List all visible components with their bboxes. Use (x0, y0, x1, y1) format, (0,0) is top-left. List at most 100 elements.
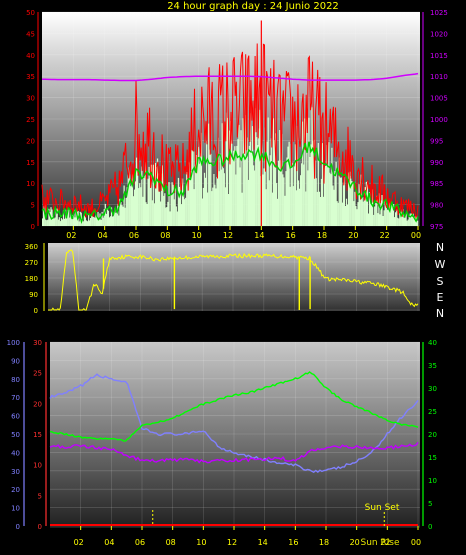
wind-speed-bar (235, 174, 237, 226)
x-tick-label: 06 (129, 231, 139, 240)
wind-speed-bar (106, 208, 109, 226)
y-tick-label-solar: 10 (428, 477, 437, 485)
wind-speed-bar (213, 174, 215, 226)
wind-speed-bar (411, 216, 413, 226)
wind-speed-bar (143, 178, 145, 226)
x-tick-label: 18 (319, 538, 329, 547)
wind-speed-bar (396, 209, 398, 226)
wind-speed-bar (117, 203, 119, 226)
x-tick-label: 14 (254, 231, 264, 240)
y-tick-label-direction: 360 (25, 243, 38, 251)
y-tick-label-humidity: 20 (11, 486, 20, 494)
wind-speed-bar (286, 157, 288, 226)
wind-speed-bar (289, 186, 291, 226)
wind-speed-bar (62, 210, 65, 226)
y-tick-label-pressure: 1000 (430, 116, 448, 124)
x-tick-label: 12 (227, 538, 237, 547)
wind-speed-bar (113, 215, 115, 226)
wind-speed-bars (42, 106, 419, 226)
wind-speed-bar (390, 201, 393, 226)
wind-speed-bar (295, 190, 298, 226)
wind-speed-bar (61, 219, 64, 226)
wind-speed-bar (168, 182, 170, 226)
y-tick-label-solar: 20 (428, 431, 437, 439)
wind-speed-bar (165, 207, 167, 226)
wind-speed-bar (272, 118, 275, 226)
wind-speed-bar (320, 178, 323, 226)
solar-line (49, 371, 419, 442)
wind-speed-bar (215, 188, 217, 226)
wind-speed-bar (376, 195, 378, 226)
x-tick-label: 12 (223, 231, 233, 240)
compass-label-n-top: N (436, 241, 444, 254)
wind-speed-bar (207, 192, 209, 226)
wind-speed-bar (378, 193, 380, 226)
wind-speed-bar (339, 177, 341, 226)
x-tick-label: 00 (411, 538, 421, 547)
wind-speed-bar (412, 213, 415, 226)
y-tick-label-solar: 15 (428, 454, 437, 462)
wind-speed-bar (105, 213, 107, 226)
wind-speed-bar (224, 187, 227, 226)
wind-speed-bar (167, 201, 169, 226)
wind-speed-bar (287, 146, 289, 226)
y-tick-label-pressure: 1015 (430, 52, 448, 60)
direction-panel-line (48, 249, 419, 311)
x-tick-label: 02 (66, 231, 76, 240)
wind-speed-bar (120, 202, 122, 226)
wind-speed-bar (199, 143, 201, 226)
y-tick-label-humidity: 30 (11, 468, 20, 476)
wind-speed-bar (251, 126, 254, 226)
wind-speed-bar (156, 158, 159, 226)
wind-speed-bar (144, 161, 146, 226)
wind-speed-bar (53, 218, 55, 226)
wind-speed-bar (70, 213, 72, 226)
y-tick-label-pressure: 980 (430, 202, 443, 210)
wind-speed-bar (130, 174, 133, 226)
wind-speed-bar (196, 164, 198, 226)
wind-speed-bar (183, 194, 185, 226)
wind-speed-bar (332, 185, 334, 226)
wind-speed-bar (68, 209, 70, 226)
wind-speed-bar (204, 177, 207, 226)
y-tick-label-humidity: 90 (11, 357, 20, 365)
wind-speed-bar (173, 199, 175, 226)
wind-speed-bar (383, 210, 385, 226)
wind-speed-bar (163, 195, 165, 226)
wind-speed-bar (273, 140, 276, 226)
wind-speed-bar (249, 113, 252, 226)
x-tick-label: 16 (286, 231, 296, 240)
wind-speed-bar (333, 189, 335, 226)
wind-speed-bar (330, 174, 332, 226)
x-tick-label: 16 (288, 538, 298, 547)
y-tick-label-pressure: 975 (430, 223, 443, 231)
wind-speed-bar (49, 211, 51, 226)
wind-speed-bar (283, 177, 285, 226)
wind-speed-bar (237, 139, 239, 226)
y-tick-label-temperature: 10 (33, 462, 42, 470)
wind-speed-bar (71, 214, 73, 226)
wind-speed-bar (135, 181, 137, 226)
y-tick-label-solar: 30 (428, 385, 437, 393)
wind-speed-bar (208, 123, 210, 226)
wind-speed-bar (358, 184, 360, 226)
wind-speed-bar (114, 208, 116, 226)
wind-speed-bar (81, 218, 83, 226)
wind-speed-bar (270, 138, 272, 226)
wind-direction-line (48, 249, 419, 311)
y-tick-label-temperature: 15 (33, 431, 42, 439)
wind-speed-bar (186, 172, 188, 226)
wind-speed-bar (338, 157, 340, 226)
wind-speed-bar (292, 186, 294, 226)
wind-speed-bar (417, 220, 419, 226)
wind-speed-bar (401, 209, 403, 226)
wind-speed-bar (323, 196, 325, 226)
wind-speed-bar (203, 172, 206, 226)
wind-speed-bar (370, 192, 372, 226)
wind-speed-bar (388, 202, 391, 226)
wind-speed-bar (403, 217, 405, 226)
compass-label-s: S (437, 275, 444, 288)
compass-label-n-bottom: N (436, 307, 444, 320)
wind-speed-bar (142, 196, 144, 226)
wind-speed-bar (222, 168, 224, 226)
